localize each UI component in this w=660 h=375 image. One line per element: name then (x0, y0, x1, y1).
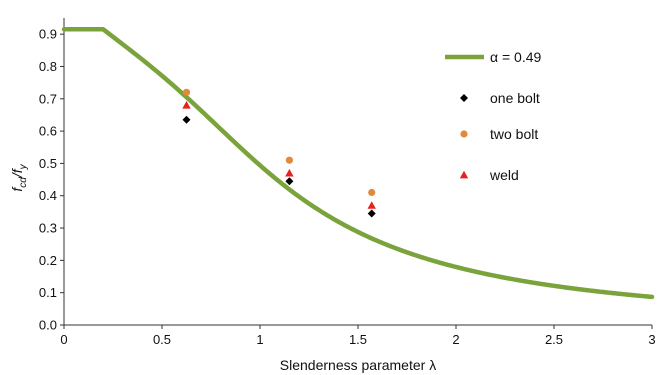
y-tick-label: 0.7 (39, 91, 57, 106)
legend-label-curve: α = 0.49 (490, 49, 542, 65)
x-ticks: 0 0.5 1 1.5 2 2.5 3 (60, 325, 656, 347)
legend: α = 0.49 one bolt two bolt weld (445, 49, 542, 183)
y-tick-label: 0.3 (39, 221, 57, 236)
x-tick-label: 0 (60, 332, 67, 347)
y-tick-label: 0.6 (39, 124, 57, 139)
legend-circle-marker (460, 130, 468, 138)
y-axis-title: fcd/fy (9, 163, 29, 191)
x-tick-label: 1.5 (349, 332, 367, 347)
buckling-curve-line (61, 27, 655, 300)
x-tick-label: 0.5 (153, 332, 171, 347)
y-tick-label: 0.1 (39, 285, 57, 300)
point-one-bolt (285, 177, 294, 186)
x-tick-label: 1 (256, 332, 263, 347)
y-axis-title-sub-y: y (18, 163, 29, 170)
y-axis-title-sub-cd: cd (18, 177, 29, 188)
point-two-bolt (368, 188, 376, 197)
x-tick-label: 3 (648, 332, 655, 347)
point-weld (285, 168, 294, 177)
y-axis-title-slash-f: /f (9, 167, 25, 178)
y-ticks: 0.0 0.1 0.2 0.3 0.4 0.5 0.6 0.7 0.8 0.9 (39, 27, 64, 333)
data-points (182, 88, 376, 218)
legend-diamond-marker (460, 94, 468, 102)
point-one-bolt (182, 115, 191, 124)
y-axis-title-f: f (9, 186, 25, 192)
x-tick-label: 2.5 (545, 332, 563, 347)
point-two-bolt (285, 156, 293, 164)
y-tick-label: 0.8 (39, 59, 57, 74)
y-tick-label: 0.0 (39, 318, 57, 333)
point-one-bolt (367, 209, 376, 218)
y-tick-label: 0.9 (39, 27, 57, 42)
x-axis-title: Slenderness parameter λ (280, 357, 436, 373)
y-tick-label: 0.2 (39, 253, 57, 268)
point-weld (367, 201, 376, 209)
x-tick-label: 2 (452, 332, 459, 347)
y-tick-label: 0.4 (39, 188, 57, 203)
legend-triangle-marker (459, 170, 469, 179)
y-tick-label: 0.5 (39, 156, 57, 171)
point-two-bolt (182, 88, 191, 96)
legend-label-one-bolt: one bolt (490, 90, 540, 106)
point-weld (182, 101, 191, 109)
legend-label-weld: weld (489, 167, 519, 183)
legend-label-two-bolt: two bolt (490, 126, 538, 142)
